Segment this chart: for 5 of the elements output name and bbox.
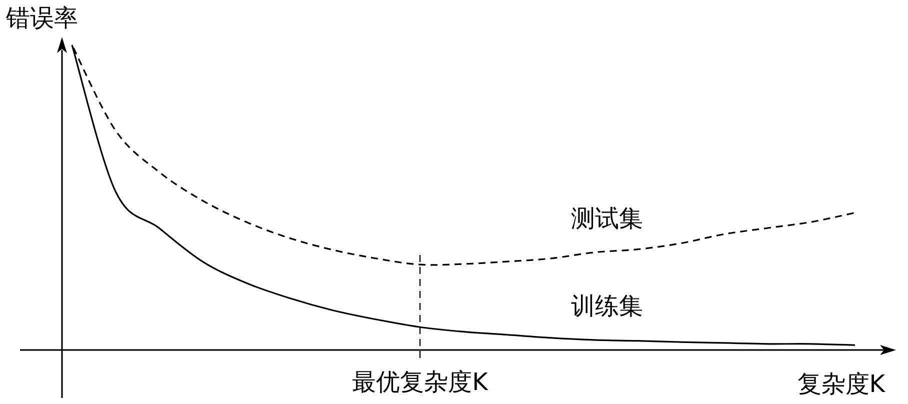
series-label: 测试集 <box>571 204 644 232</box>
text: 最优复杂度K <box>352 368 490 396</box>
y-axis-title: 错误率 <box>5 4 78 32</box>
x-axis-title: 复杂度K <box>797 370 886 398</box>
series-label: 训练集 <box>571 292 644 320</box>
